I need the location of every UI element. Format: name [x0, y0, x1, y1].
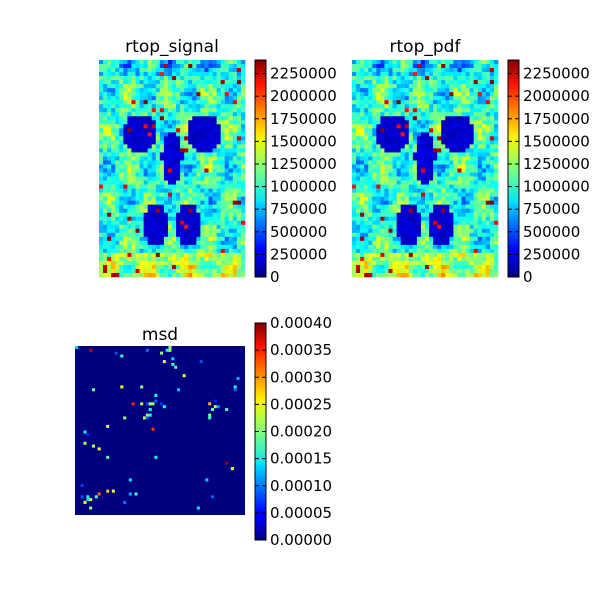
colorbar: 0 250000 500000 750000 1000000 1250000 1500000…	[254, 59, 337, 286]
colorbar-tick-label: 1000000	[270, 178, 337, 196]
colorbar-tick-label: 2250000	[270, 65, 337, 83]
heatmap-image	[352, 60, 499, 278]
panel-title: rtop_signal	[125, 37, 219, 57]
colorbar-tick-label: 0.00040	[270, 314, 332, 332]
colorbar-tick-label: 500000	[270, 223, 327, 241]
colorbar-tick-label: 0.00005	[270, 504, 332, 522]
panel-msd: msd 0.000000.000050.000100.000150.000200…	[75, 314, 332, 549]
colorbar-tick-label: 0.00025	[270, 395, 332, 413]
colorbar-tick-label: 1250000	[270, 155, 337, 173]
colorbar: 0.00000 0.00005 0.00010 0.00015 0.00020 0.000…	[254, 314, 332, 549]
colorbar-tick-label: 250000	[523, 245, 580, 263]
colorbar-tick-label: 0.00000	[270, 531, 332, 549]
colorbar-tick-label: 1500000	[523, 132, 590, 150]
colorbar-tick-label: 1750000	[523, 110, 590, 128]
colorbar-tick-label: 0.00030	[270, 368, 332, 386]
panel-title: msd	[142, 325, 178, 345]
panel-title: rtop_pdf	[390, 37, 462, 57]
colorbar-tick-label: 0	[523, 268, 533, 286]
colorbar-frame	[254, 59, 267, 278]
colorbar-tick-label: 0.00015	[270, 450, 332, 468]
heatmap-image	[75, 346, 245, 515]
colorbar-gradient	[508, 60, 519, 277]
heatmap-image	[99, 60, 246, 278]
colorbar-tick-label: 0.00035	[270, 341, 332, 359]
colorbar-tick-label: 250000	[270, 245, 327, 263]
colorbar-tick-label: 1750000	[270, 110, 337, 128]
colorbar-tick-label: 1000000	[523, 178, 590, 196]
colorbar-tick-label: 1500000	[270, 132, 337, 150]
colorbar-tick-label: 2000000	[270, 87, 337, 105]
panel-rtop-signal: rtop_signal 0 250000 500000 750000 1000000 12…	[99, 37, 337, 286]
colorbar: 0 250000 500000 750000 1000000 1250000 1500000…	[507, 59, 590, 286]
colorbar-gradient	[255, 60, 266, 277]
colorbar-tick-label: 750000	[270, 200, 327, 218]
colorbar-tick-label: 1250000	[523, 155, 590, 173]
panel-rtop-pdf: rtop_pdf 0 250000 500000 750000 1000000 12500…	[352, 37, 590, 286]
colorbar-gradient	[255, 323, 266, 540]
colorbar-tick-label: 2250000	[523, 65, 590, 83]
colorbar-tick-label: 0.00020	[270, 423, 332, 441]
colorbar-tick-label: 500000	[523, 223, 580, 241]
colorbar-tick-label: 750000	[523, 200, 580, 218]
colorbar-tick-label: 0.00010	[270, 477, 332, 495]
colorbar-tick-label: 0	[270, 268, 280, 286]
colorbar-frame	[507, 59, 520, 278]
colorbar-tick-label: 2000000	[523, 87, 590, 105]
